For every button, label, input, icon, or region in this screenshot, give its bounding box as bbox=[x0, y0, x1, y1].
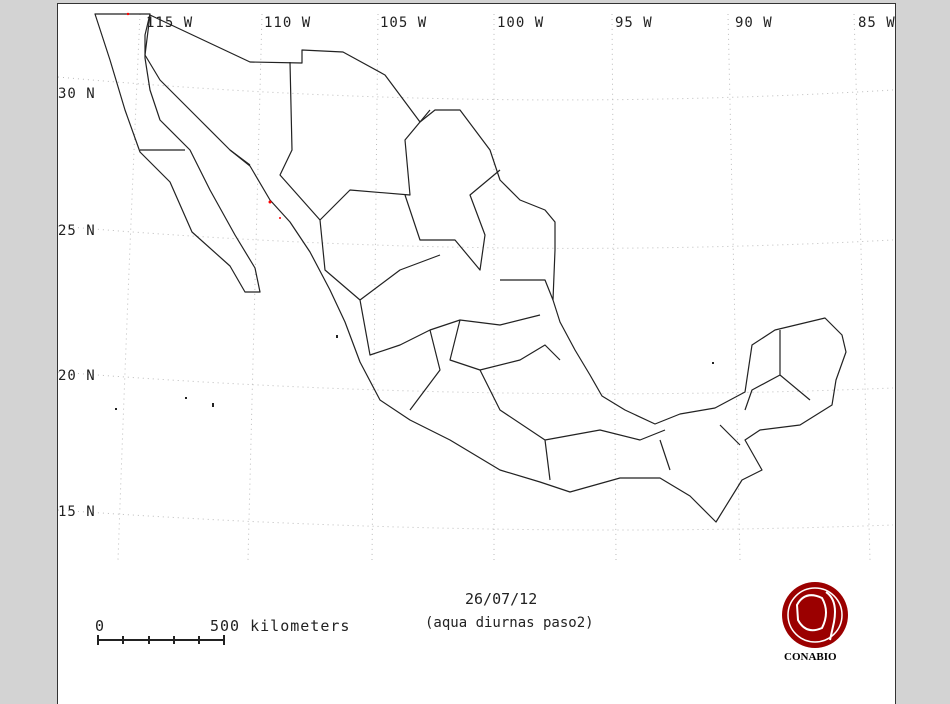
lat-label: 25 N bbox=[58, 223, 96, 239]
scale-bar bbox=[97, 635, 225, 645]
island bbox=[185, 397, 187, 399]
lon-label: 105 W bbox=[380, 15, 428, 31]
parallel-20 bbox=[57, 371, 894, 395]
mainland-outline bbox=[144, 14, 847, 523]
logo-text: CONABIO bbox=[784, 651, 837, 663]
lon-label: 85 W bbox=[858, 15, 896, 31]
island bbox=[336, 335, 338, 338]
island bbox=[212, 403, 214, 407]
country-boundaries bbox=[94, 13, 847, 523]
lat-label: 15 N bbox=[58, 504, 96, 520]
island bbox=[712, 362, 714, 364]
graticule bbox=[57, 13, 894, 561]
lon-label: 90 W bbox=[735, 15, 773, 31]
lat-label: 30 N bbox=[58, 86, 96, 102]
map-date: 26/07/12 bbox=[465, 590, 538, 608]
hotspot-marker bbox=[279, 217, 281, 219]
scale-end-label: 500 kilometers bbox=[210, 617, 351, 635]
conabio-logo bbox=[782, 582, 848, 648]
hotspot-marker bbox=[126, 12, 130, 16]
lon-label: 115 W bbox=[146, 15, 194, 31]
parallel-25 bbox=[57, 225, 894, 249]
parallel-30 bbox=[57, 76, 894, 101]
meridian-110 bbox=[247, 13, 263, 561]
lon-label: 95 W bbox=[615, 15, 653, 31]
parallel-15 bbox=[57, 509, 894, 531]
map-panel bbox=[57, 3, 896, 704]
meridian-95 bbox=[611, 13, 617, 561]
islands bbox=[115, 335, 714, 410]
meridian-85 bbox=[853, 13, 871, 561]
hotspots bbox=[126, 12, 281, 219]
lat-label: 20 N bbox=[58, 368, 96, 384]
scale-start-label: 0 bbox=[95, 617, 105, 635]
map-subtitle: (aqua diurnas paso2) bbox=[425, 615, 594, 631]
lon-label: 110 W bbox=[264, 15, 312, 31]
meridian-90 bbox=[727, 13, 741, 561]
island bbox=[115, 408, 117, 410]
state-lines bbox=[140, 61, 811, 481]
lon-label: 100 W bbox=[497, 15, 545, 31]
baja-peninsula bbox=[94, 13, 261, 293]
hotspot-marker bbox=[268, 200, 272, 204]
